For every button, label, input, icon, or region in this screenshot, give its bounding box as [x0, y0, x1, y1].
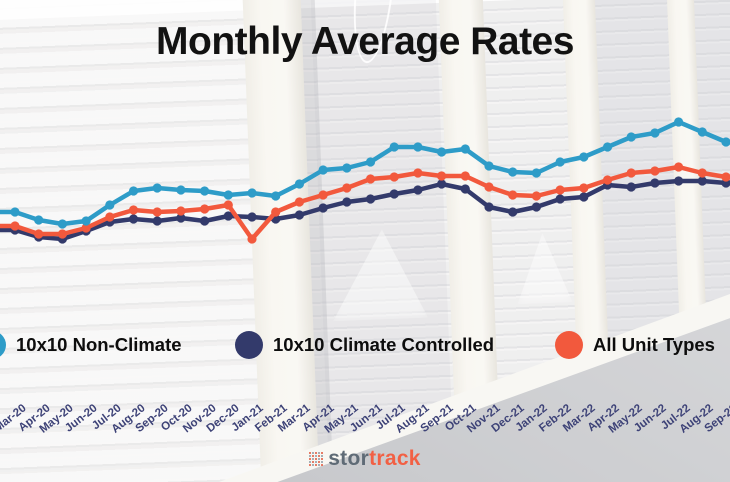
stortrack-logo: stortrack	[0, 448, 730, 469]
legend-item-all-unit-types: All Unit Types	[555, 330, 715, 360]
legend-label: 10x10 Climate Controlled	[273, 334, 495, 355]
legend-label: 10x10 Non-Climate	[16, 334, 182, 355]
logo-text-track: track	[369, 447, 421, 470]
logo-text: stortrack	[328, 448, 421, 469]
legend-dot-non-climate-icon	[0, 331, 6, 359]
legend-dot-climate-controlled-icon	[235, 331, 263, 359]
stortrack-dot-grid-icon	[309, 451, 324, 466]
page-title: Monthly Average Rates	[156, 20, 574, 63]
legend-item-climate-controlled: 10x10 Climate Controlled	[235, 330, 494, 360]
legend-label: All Unit Types	[593, 334, 715, 355]
logo-text-stor: stor	[328, 447, 370, 470]
legend-item-non-climate: 10x10 Non-Climate	[0, 330, 182, 360]
legend-dot-all-unit-types-icon	[555, 331, 583, 359]
